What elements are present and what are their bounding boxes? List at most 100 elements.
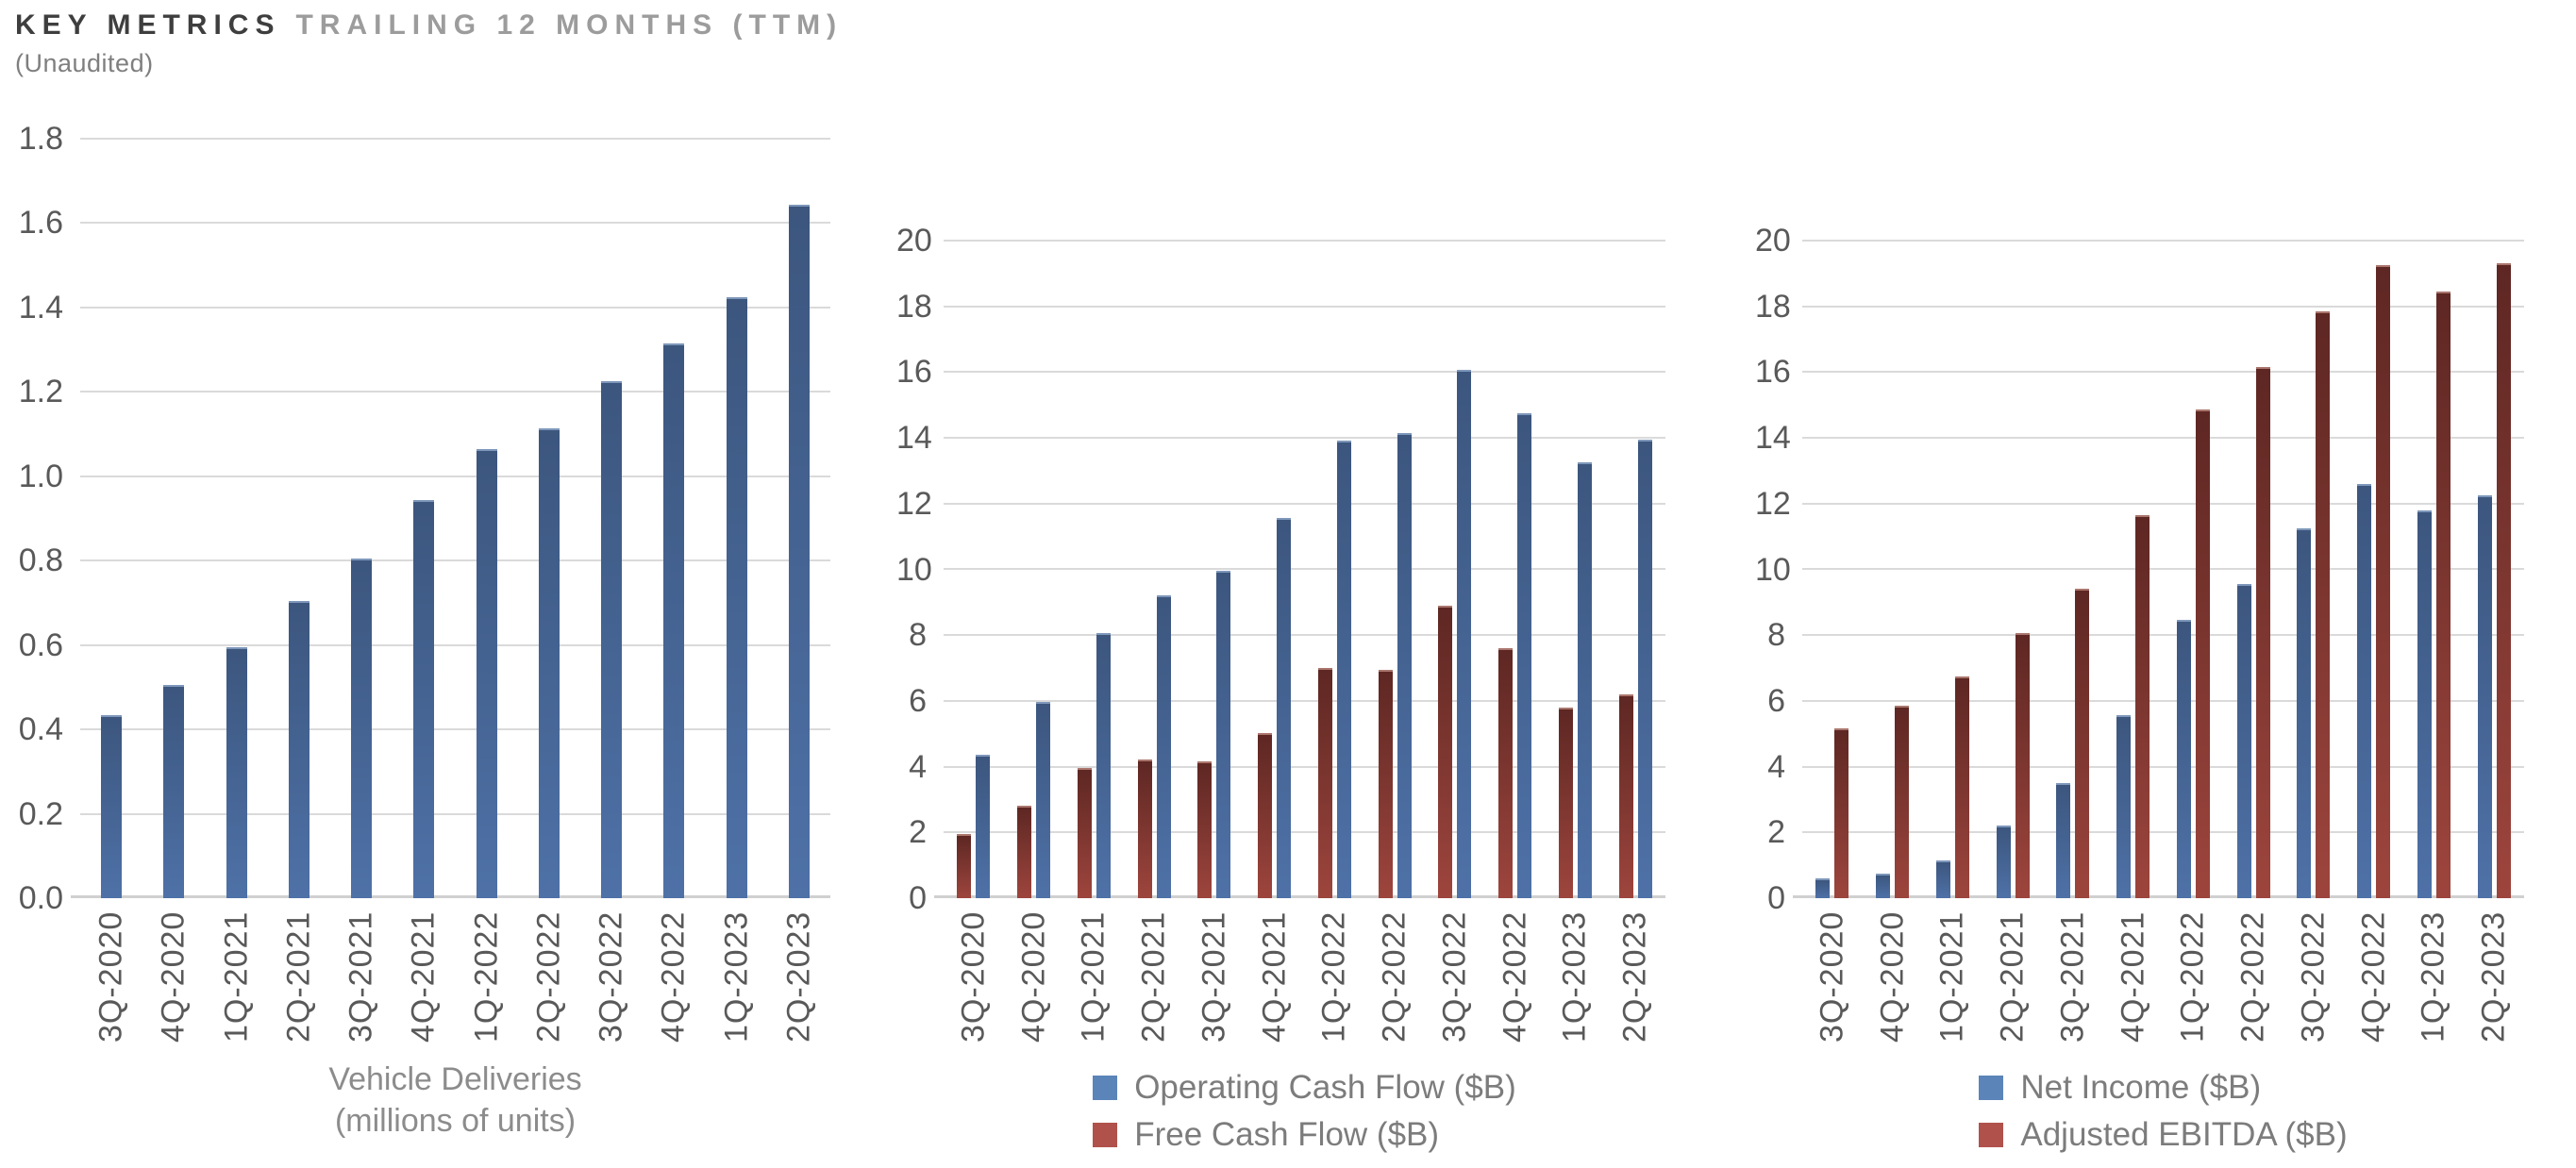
bar-operating-cash-flow-b — [1277, 518, 1291, 898]
gridline — [80, 813, 830, 815]
gridline — [944, 766, 1665, 768]
x-axis-tick-label: 1Q-2022 — [2174, 911, 2211, 1043]
x-axis-tick-label: 4Q-2020 — [1874, 911, 1911, 1043]
bar-adjusted-ebitda-b — [2436, 292, 2451, 898]
y-axis-tick-label: 12 — [1755, 485, 1791, 522]
y-axis-tick-label: 1.0 — [18, 458, 63, 494]
gridline — [1802, 634, 2524, 636]
x-axis-tick-label: 4Q-2021 — [2115, 911, 2151, 1043]
chart-legend: Net Income ($B) Adjusted EBITDA ($B) — [1802, 1062, 2524, 1160]
legend-label: Net Income ($B) — [2020, 1069, 2262, 1106]
page-title-secondary: TRAILING 12 MONTHS (TTM) — [295, 9, 844, 41]
y-axis-tick-label: 14 — [896, 420, 932, 457]
gridline — [1802, 503, 2524, 505]
x-axis-tick-label: 2Q-2021 — [280, 911, 317, 1043]
bar-vehicle-deliveries — [601, 381, 622, 898]
bar-vehicle-deliveries — [727, 297, 747, 898]
y-axis-tick-label: 20 — [896, 223, 932, 259]
bar-free-cash-flow-b — [957, 834, 971, 898]
gridline — [80, 644, 830, 646]
bar-operating-cash-flow-b — [1337, 441, 1351, 898]
gridline — [944, 831, 1665, 833]
bar-operating-cash-flow-b — [1638, 440, 1652, 898]
bar-vehicle-deliveries — [226, 647, 247, 898]
legend-label: Adjusted EBITDA ($B) — [2020, 1116, 2348, 1153]
y-axis-tick-label: 0.0 — [18, 880, 63, 916]
gridline — [1802, 437, 2524, 439]
bar-net-income-b — [2056, 783, 2070, 898]
chart-vehicle-deliveries: Vehicle Deliveries (millions of units) 0.… — [0, 0, 868, 1168]
y-axis-tick-label: 0 — [909, 880, 927, 916]
bar-operating-cash-flow-b — [1517, 413, 1531, 898]
y-axis-tick-label: 0.2 — [18, 795, 63, 832]
chart-caption-line: (millions of units) — [334, 1103, 577, 1139]
legend-box: Operating Cash Flow ($B) Free Cash Flow (… — [1093, 1062, 1516, 1160]
red-legend-swatch — [1979, 1123, 2004, 1147]
bar-adjusted-ebitda-b — [2316, 311, 2330, 898]
plot-area — [1793, 240, 2524, 898]
y-axis-tick-label: 2 — [909, 814, 927, 851]
bar-net-income-b — [2417, 510, 2432, 898]
y-axis-tick-label: 12 — [896, 485, 932, 522]
x-axis-tick-label: 4Q-2020 — [1015, 911, 1052, 1043]
legend-box: Net Income ($B) Adjusted EBITDA ($B) — [1979, 1062, 2348, 1160]
bar-vehicle-deliveries — [163, 685, 184, 898]
page-title-primary: KEY METRICS — [15, 9, 281, 41]
bar-net-income-b — [2478, 495, 2492, 898]
bar-free-cash-flow-b — [1318, 668, 1332, 898]
bar-operating-cash-flow-b — [1157, 595, 1171, 898]
x-axis-line — [934, 895, 1665, 898]
x-axis-tick-label: 4Q-2022 — [1497, 911, 1533, 1043]
bar-net-income-b — [2297, 528, 2311, 898]
x-axis-tick-label: 1Q-2022 — [468, 911, 505, 1043]
bar-adjusted-ebitda-b — [2256, 367, 2270, 898]
gridline — [1802, 831, 2524, 833]
bar-free-cash-flow-b — [1017, 806, 1031, 898]
gridline — [80, 391, 830, 392]
x-axis-tick-label: 4Q-2022 — [655, 911, 692, 1043]
bar-operating-cash-flow-b — [976, 755, 990, 898]
y-axis-tick-label: 0.4 — [18, 711, 63, 748]
x-axis-tick-label: 1Q-2023 — [718, 911, 755, 1043]
x-axis-tick-label: 3Q-2021 — [343, 911, 379, 1043]
x-axis-tick-label: 1Q-2021 — [1933, 911, 1970, 1043]
legend-item: Net Income ($B) — [1979, 1066, 2347, 1110]
gridline — [80, 559, 830, 561]
x-axis-tick-label: 2Q-2022 — [1376, 911, 1413, 1043]
gridline — [1802, 766, 2524, 768]
y-axis-tick-label: 6 — [909, 682, 927, 719]
gridline — [944, 240, 1665, 242]
bar-net-income-b — [1936, 860, 1950, 898]
bar-operating-cash-flow-b — [1036, 702, 1050, 898]
bar-adjusted-ebitda-b — [2376, 265, 2390, 898]
bar-adjusted-ebitda-b — [2016, 633, 2030, 898]
plot-area — [934, 240, 1665, 898]
gridline — [80, 138, 830, 140]
x-axis-tick-label: 4Q-2020 — [155, 911, 192, 1043]
y-axis-tick-label: 1.6 — [18, 205, 63, 242]
bar-free-cash-flow-b — [1197, 761, 1212, 898]
page-subtitle: (Unaudited) — [15, 49, 154, 77]
x-axis-tick-label: 3Q-2022 — [1436, 911, 1473, 1043]
chart-cash-flow: Operating Cash Flow ($B) Free Cash Flow (… — [896, 0, 1689, 1168]
y-axis-tick-label: 20 — [1755, 223, 1791, 259]
plot-area — [71, 138, 830, 898]
gridline — [80, 476, 830, 477]
page-title: KEY METRICS TRAILING 12 MONTHS (TTM) — [15, 9, 843, 42]
x-axis-tick-label: 3Q-2022 — [593, 911, 629, 1043]
bar-vehicle-deliveries — [351, 559, 372, 898]
chart-net-income-ebitda: Net Income ($B) Adjusted EBITDA ($B) 0 2 4 6… — [1755, 0, 2576, 1168]
bar-free-cash-flow-b — [1078, 768, 1092, 898]
bar-adjusted-ebitda-b — [1834, 728, 1848, 898]
bar-vehicle-deliveries — [101, 715, 122, 898]
bar-operating-cash-flow-b — [1096, 633, 1111, 898]
gridline — [944, 306, 1665, 308]
x-axis-tick-label: 3Q-2021 — [1196, 911, 1232, 1043]
bar-net-income-b — [2177, 620, 2191, 898]
y-axis-tick-label: 8 — [1767, 617, 1785, 654]
x-axis-tick-label: 4Q-2021 — [405, 911, 442, 1043]
y-axis-tick-label: 1.4 — [18, 289, 63, 325]
x-axis-line — [71, 895, 830, 898]
x-axis-tick-label: 3Q-2020 — [955, 911, 992, 1043]
